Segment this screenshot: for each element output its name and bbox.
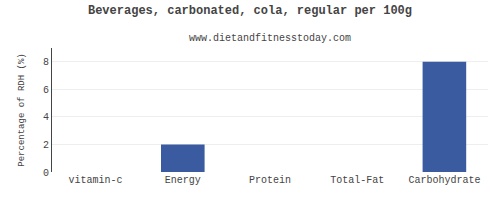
svg-text:www.dietandfitnesstoday.com: www.dietandfitnesstoday.com: [189, 33, 351, 44]
svg-text:6: 6: [43, 85, 49, 96]
svg-text:8: 8: [43, 57, 49, 68]
svg-text:Percentage of RDH (%): Percentage of RDH (%): [17, 53, 27, 166]
svg-text:Protein: Protein: [249, 175, 291, 186]
svg-text:Carbohydrate: Carbohydrate: [408, 175, 480, 186]
svg-text:Beverages, carbonated, cola, r: Beverages, carbonated, cola, regular per…: [88, 4, 412, 18]
svg-text:vitamin-c: vitamin-c: [69, 175, 123, 186]
svg-text:4: 4: [43, 112, 49, 123]
svg-text:Total-Fat: Total-Fat: [330, 175, 384, 186]
svg-text:Energy: Energy: [165, 175, 201, 186]
svg-text:0: 0: [43, 168, 49, 179]
svg-text:2: 2: [43, 140, 49, 151]
